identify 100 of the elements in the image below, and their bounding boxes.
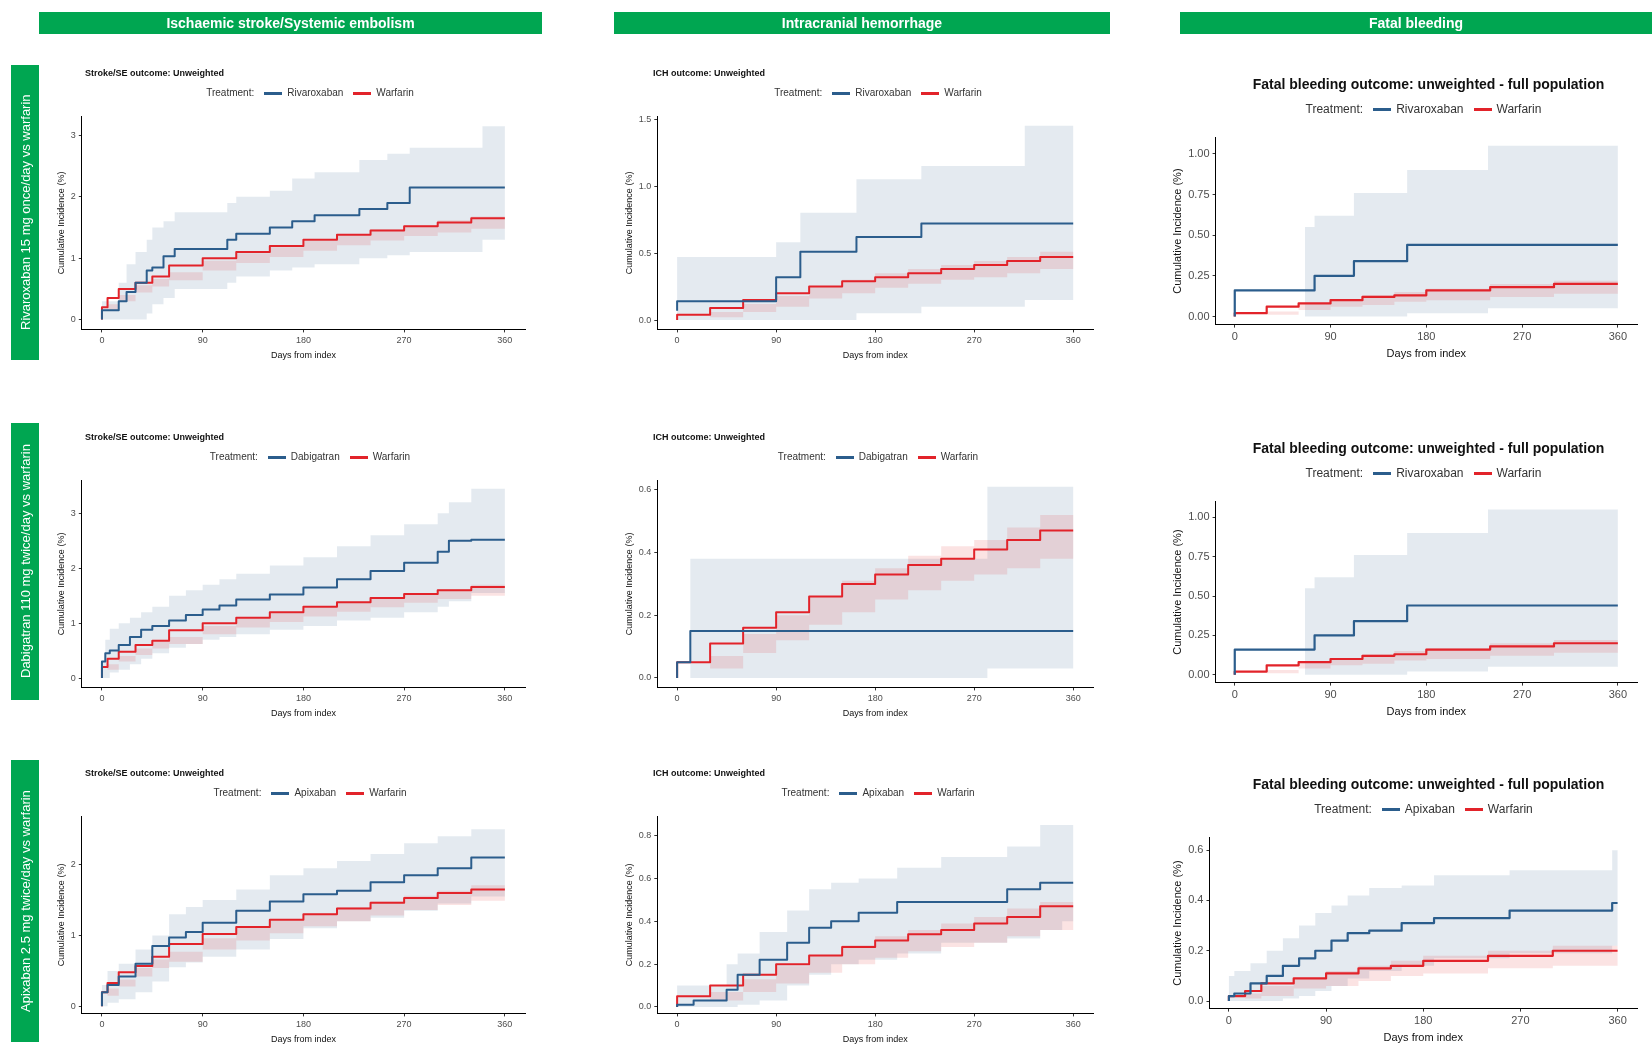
- legend-title: Treatment:: [213, 787, 262, 798]
- y-tick-label: 0: [70, 314, 76, 325]
- x-tick-label: 270: [396, 693, 412, 704]
- chart-title: ICH outcome: Unweighted: [652, 68, 766, 80]
- chart-title: Stroke/SE outcome: Unweighted: [84, 68, 226, 80]
- legend-label: Warfarin: [1496, 466, 1542, 480]
- legend-label: Apixaban: [1404, 802, 1455, 816]
- y-tick-label: 0: [70, 672, 76, 683]
- legend-title: Treatment:: [781, 787, 830, 798]
- x-tick-label: 180: [1417, 330, 1436, 343]
- legend-label: Warfarin: [944, 87, 982, 98]
- x-tick-label: 360: [1065, 335, 1081, 346]
- y-tick-label: 0.4: [638, 547, 652, 558]
- chart-title: Stroke/SE outcome: Unweighted: [84, 768, 226, 780]
- x-axis-title: Days from index: [1386, 705, 1467, 718]
- x-axis-title: Days from index: [842, 350, 909, 361]
- y-tick-label: 0.25: [1188, 268, 1210, 281]
- x-axis-title: Days from index: [270, 708, 337, 719]
- x-axis-title: Days from index: [842, 1034, 909, 1045]
- text: Dabigatran 110 mg twice/day vs warfarin: [11, 423, 39, 700]
- y-tick-label: 1.5: [638, 113, 652, 124]
- y-tick-label: 2: [70, 562, 76, 573]
- x-tick-label: 360: [1608, 330, 1628, 343]
- chart-title: ICH outcome: Unweighted: [652, 432, 766, 444]
- x-axis-title: Days from index: [1386, 347, 1467, 360]
- x-tick-label: 90: [1324, 688, 1337, 701]
- x-tick-label: 270: [966, 693, 982, 704]
- y-tick-label: 0.6: [1188, 843, 1204, 856]
- legend-label: Rivaroxaban: [287, 87, 344, 98]
- x-tick-label: 270: [396, 1019, 412, 1030]
- chart-title: Stroke/SE outcome: Unweighted: [84, 432, 226, 444]
- legend-title: Treatment:: [1314, 802, 1372, 816]
- chart-title: Fatal bleeding outcome: unweighted - full population: [1251, 775, 1606, 794]
- x-tick-label: 0: [1231, 688, 1238, 701]
- x-tick-label: 270: [1512, 330, 1532, 343]
- legend-title: Treatment:: [206, 87, 255, 98]
- legend-label: Rivaroxaban: [1396, 466, 1464, 480]
- legend-label: Apixaban: [294, 787, 337, 798]
- legend-label: Apixaban: [862, 787, 905, 798]
- y-tick-label: 0.6: [638, 872, 652, 883]
- y-tick-label: 0.8: [638, 830, 652, 841]
- x-tick-label: 360: [1065, 693, 1081, 704]
- legend-label: Rivaroxaban: [855, 87, 912, 98]
- x-tick-label: 360: [497, 335, 513, 346]
- y-tick-label: 0.50: [1188, 589, 1210, 602]
- x-axis-title: Days from index: [842, 708, 909, 719]
- y-axis-title: Cumulative Incidence (%): [623, 532, 634, 636]
- y-tick-label: 1: [70, 929, 76, 940]
- y-tick-label: 0.4: [638, 915, 652, 926]
- y-axis-title: Cumulative Incidence (%): [55, 532, 66, 636]
- legend-label: Dabigatran: [858, 451, 908, 462]
- x-tick-label: 360: [1608, 688, 1628, 701]
- y-tick-label: 0.50: [1188, 228, 1210, 241]
- y-axis-title: Cumulative Incidence (%): [623, 171, 634, 275]
- legend-label: Warfarin: [1487, 802, 1533, 816]
- x-tick-label: 90: [771, 693, 782, 704]
- legend-label: Warfarin: [937, 787, 975, 798]
- x-tick-label: 360: [497, 1019, 513, 1030]
- y-tick-label: 0.0: [1188, 994, 1204, 1007]
- x-tick-label: 270: [396, 335, 412, 346]
- x-tick-label: 0: [99, 1019, 105, 1030]
- y-tick-label: 0.00: [1188, 309, 1210, 322]
- y-axis-title: Cumulative Incidence (%): [623, 863, 634, 967]
- chart-title: Fatal bleeding outcome: unweighted - full population: [1251, 439, 1606, 458]
- chart-title: Fatal bleeding outcome: unweighted - full population: [1251, 75, 1606, 94]
- text: Apixaban 2.5 mg twice/day vs warfarin: [11, 760, 39, 1042]
- y-axis-title: Cumulative Incidence (%): [1170, 168, 1183, 294]
- legend-label: Warfarin: [940, 451, 979, 462]
- y-axis-title: Cumulative Incidence (%): [55, 171, 66, 275]
- y-axis-title: Cumulative Incidence (%): [1170, 529, 1183, 655]
- legend-label: Warfarin: [376, 87, 414, 98]
- legend-title: Treatment:: [777, 451, 826, 462]
- y-tick-label: 1.00: [1188, 510, 1210, 523]
- legend-label: Dabigatran: [290, 451, 340, 462]
- y-tick-label: 0.75: [1188, 549, 1210, 562]
- y-tick-label: 0.5: [638, 247, 652, 258]
- y-tick-label: 0.25: [1188, 628, 1210, 641]
- chart-title: ICH outcome: Unweighted: [652, 768, 766, 780]
- y-tick-label: 0.0: [638, 314, 652, 325]
- x-tick-label: 360: [497, 693, 513, 704]
- x-tick-label: 0: [1231, 330, 1238, 343]
- y-axis-title: Cumulative Incidence (%): [1170, 860, 1183, 986]
- x-tick-label: 270: [966, 1019, 982, 1030]
- x-tick-label: 180: [867, 693, 883, 704]
- y-tick-label: 0.2: [638, 958, 652, 969]
- x-tick-label: 360: [1608, 1014, 1627, 1027]
- legend-label: Warfarin: [372, 451, 411, 462]
- x-tick-label: 90: [197, 335, 208, 346]
- y-tick-label: 1.00: [1188, 146, 1210, 159]
- x-tick-label: 270: [1511, 1014, 1530, 1027]
- x-tick-label: 180: [1414, 1014, 1433, 1027]
- x-tick-label: 180: [867, 335, 883, 346]
- x-tick-label: 270: [1512, 688, 1532, 701]
- legend-title: Treatment:: [774, 87, 823, 98]
- y-tick-label: 0.0: [638, 672, 652, 683]
- y-tick-label: 0.2: [638, 609, 652, 620]
- x-axis-title: Days from index: [270, 350, 337, 361]
- legend-label: Rivaroxaban: [1396, 102, 1464, 116]
- x-tick-label: 90: [197, 1019, 208, 1030]
- x-tick-label: 360: [1065, 1019, 1081, 1030]
